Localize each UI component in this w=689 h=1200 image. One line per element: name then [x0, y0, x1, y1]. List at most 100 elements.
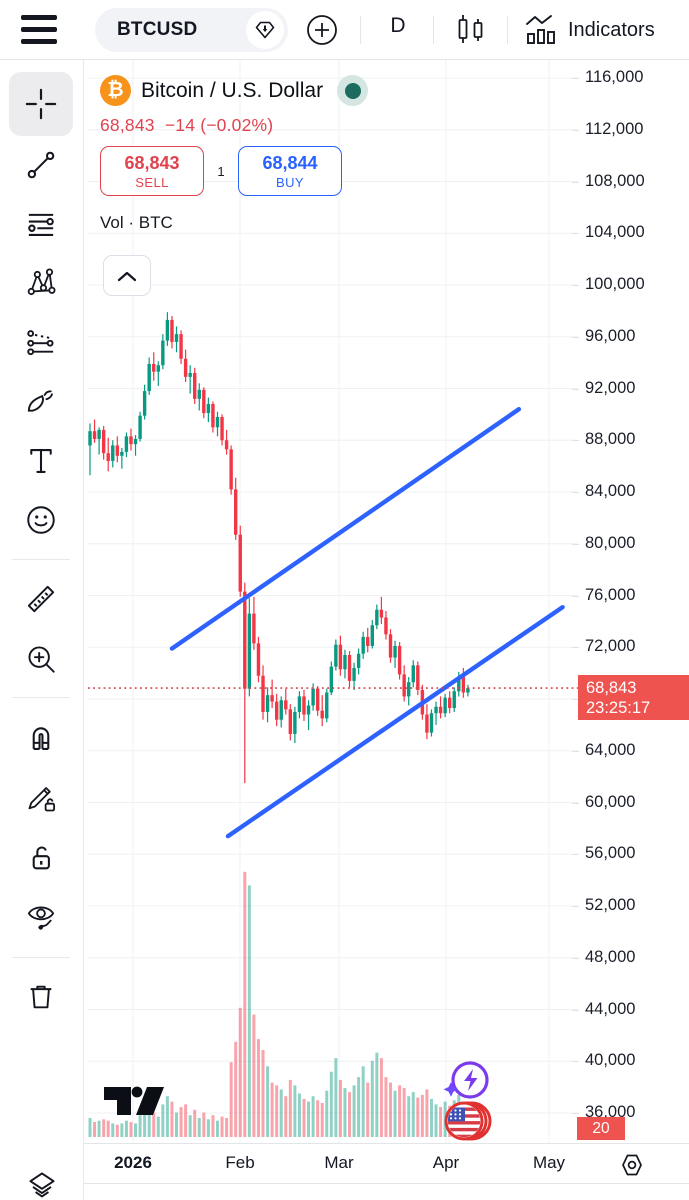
- price-axis-tick: [572, 388, 579, 390]
- price-axis-tick: [572, 750, 579, 752]
- us-flag-event-icon[interactable]: [440, 1098, 494, 1149]
- tool-trend-line[interactable]: [24, 148, 58, 182]
- price-axis-tick: [572, 1009, 579, 1011]
- market-status-dot[interactable]: [337, 75, 369, 106]
- divider: [360, 16, 361, 44]
- add-tab-icon[interactable]: [303, 11, 341, 49]
- price-axis-label: 40,000: [585, 1051, 636, 1070]
- interval-button[interactable]: D: [390, 14, 406, 37]
- tool-hide-drawings[interactable]: [24, 900, 58, 934]
- sell-label: SELL: [135, 174, 169, 190]
- collapse-panel-button[interactable]: [103, 255, 151, 296]
- tool-brush[interactable]: [24, 384, 58, 418]
- price-axis-tick: [572, 129, 579, 131]
- price-axis-label: 52,000: [585, 896, 636, 914]
- divider: [433, 16, 434, 44]
- top-toolbar: BTCUSD D: [0, 0, 689, 60]
- tool-lock-open[interactable]: [24, 841, 58, 875]
- price-axis-label: 108,000: [585, 171, 645, 190]
- price-axis-tick: [572, 802, 579, 804]
- price-axis-label: 44,000: [585, 999, 636, 1018]
- tool-xabcd-pattern[interactable]: [24, 266, 58, 300]
- volume-value-badge: 20: [577, 1117, 625, 1140]
- buy-button[interactable]: 68,844 BUY: [238, 146, 342, 196]
- price-axis-label: 64,000: [585, 740, 636, 759]
- toolbar-divider: [12, 697, 70, 698]
- price-axis-tick: [572, 699, 579, 700]
- price-axis-label: 56,000: [585, 844, 636, 863]
- badge-countdown: 23:25:17: [586, 699, 651, 718]
- tool-remove-drawings[interactable]: [24, 980, 58, 1014]
- divider: [507, 16, 508, 44]
- price-axis-tick: [572, 233, 579, 235]
- price-axis-tick: [572, 492, 579, 493]
- price-axis-tick: [572, 1113, 579, 1114]
- price-axis-label: 112,000: [585, 119, 644, 138]
- price-axis-tick: [572, 78, 579, 79]
- tool-text[interactable]: [24, 444, 58, 478]
- time-axis[interactable]: 2026 Feb Mar Apr May: [0, 1143, 689, 1184]
- price-axis-label: 84,000: [585, 482, 636, 500]
- symbol-name: BTCUSD: [117, 19, 198, 40]
- indicators-button[interactable]: Indicators: [524, 13, 655, 47]
- tool-object-tree[interactable]: [24, 1165, 58, 1199]
- diamond-icon[interactable]: [246, 11, 284, 49]
- price-axis-tick: [572, 595, 579, 597]
- badge-price: 68,843: [586, 679, 637, 698]
- last-price-and-change: 68,843 −14 (−0.02%): [100, 115, 274, 135]
- buy-price: 68,844: [262, 152, 318, 173]
- chevron-up-icon: [117, 271, 137, 281]
- time-axis-label: Mar: [324, 1153, 354, 1172]
- price-axis-label: 76,000: [585, 585, 636, 604]
- price-axis-tick: [572, 854, 579, 856]
- spark-event-icon[interactable]: [440, 1058, 492, 1109]
- menu-icon[interactable]: [21, 15, 58, 44]
- tool-draw-unlock[interactable]: [24, 781, 58, 815]
- symbol-title[interactable]: Bitcoin / U.S. Dollar: [141, 78, 324, 102]
- tool-fib-retracement[interactable]: [24, 207, 58, 241]
- price-axis-label: 60,000: [585, 792, 636, 811]
- time-axis-label: 2026: [114, 1153, 152, 1172]
- tool-crosshair[interactable]: [9, 72, 73, 136]
- drawing-toolbar: [0, 60, 84, 1200]
- volume-study-label[interactable]: Vol · BTC: [100, 213, 173, 232]
- price-axis-label: 92,000: [585, 378, 636, 397]
- price-axis-tick: [572, 440, 579, 442]
- sell-price: 68,843: [124, 152, 180, 173]
- price-axis-tick: [572, 543, 579, 545]
- tool-zoom-in[interactable]: [24, 642, 58, 676]
- time-axis-label: May: [532, 1153, 566, 1172]
- indicators-icon: [526, 15, 555, 44]
- price-axis-tick: [572, 181, 579, 183]
- price-axis-tick: [572, 1061, 579, 1063]
- price-axis-label: 48,000: [585, 947, 636, 966]
- price-axis-label: 80,000: [585, 533, 636, 552]
- price-axis-label: 104,000: [585, 223, 645, 242]
- tool-projection[interactable]: [24, 325, 58, 359]
- price-axis-tick: [572, 957, 579, 959]
- bitcoin-icon: ₿: [100, 75, 131, 106]
- price-axis-label: 116,000: [585, 68, 644, 86]
- price-axis-label: 36,000: [585, 1103, 636, 1121]
- indicators-label: Indicators: [568, 18, 655, 41]
- sell-button[interactable]: 68,843 SELL: [100, 146, 204, 196]
- tool-measure[interactable]: [24, 582, 58, 616]
- tool-emoji[interactable]: [24, 503, 58, 537]
- time-axis-label: Apr: [432, 1153, 460, 1172]
- chart-type-icon[interactable]: [452, 13, 488, 47]
- chart-settings-icon[interactable]: [618, 1151, 646, 1184]
- price-axis-label: 96,000: [585, 326, 636, 345]
- time-axis-label: Feb: [225, 1153, 255, 1172]
- toolbar-divider: [12, 559, 70, 560]
- symbol-info: ₿ Bitcoin / U.S. Dollar 68,843 −14 (−0.0…: [100, 75, 369, 233]
- toolbar-divider: [12, 957, 70, 958]
- tool-magnet[interactable]: [24, 721, 58, 755]
- last-price-badge: 68,843 23:25:17: [578, 675, 689, 721]
- price-axis-label: 72,000: [585, 637, 636, 656]
- symbol-search-button[interactable]: BTCUSD: [95, 8, 288, 52]
- edge-fade: [655, 0, 689, 59]
- price-axis-label: 88,000: [585, 430, 636, 449]
- price-axis-label: 100,000: [585, 275, 645, 293]
